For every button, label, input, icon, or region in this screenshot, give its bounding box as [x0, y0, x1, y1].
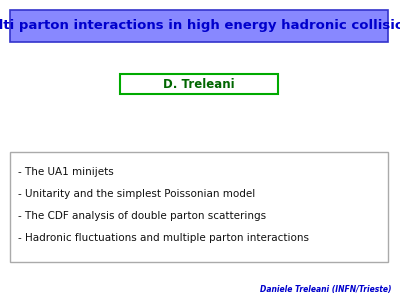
- FancyBboxPatch shape: [10, 10, 388, 42]
- FancyBboxPatch shape: [120, 74, 278, 94]
- Text: D. Treleani: D. Treleani: [163, 77, 235, 91]
- Text: - Hadronic fluctuations and multiple parton interactions: - Hadronic fluctuations and multiple par…: [18, 233, 309, 243]
- Text: Daniele Treleani (INFN/Trieste): Daniele Treleani (INFN/Trieste): [260, 285, 392, 294]
- Text: Multi parton interactions in high energy hadronic collisions: Multi parton interactions in high energy…: [0, 20, 400, 32]
- Text: - The UA1 minijets: - The UA1 minijets: [18, 167, 114, 177]
- Text: - Unitarity and the simplest Poissonian model: - Unitarity and the simplest Poissonian …: [18, 189, 255, 199]
- Text: - The CDF analysis of double parton scatterings: - The CDF analysis of double parton scat…: [18, 211, 266, 221]
- FancyBboxPatch shape: [10, 152, 388, 262]
